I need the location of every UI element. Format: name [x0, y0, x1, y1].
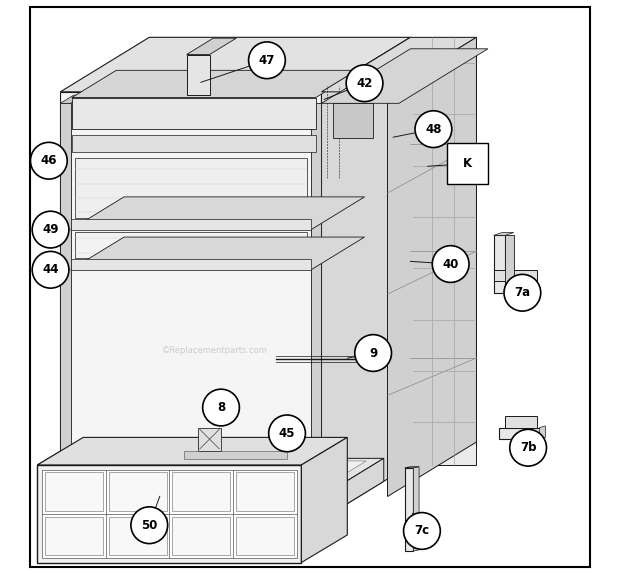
- Polygon shape: [505, 416, 537, 428]
- Polygon shape: [69, 461, 366, 494]
- Circle shape: [32, 211, 69, 248]
- Text: 46: 46: [40, 154, 57, 167]
- Polygon shape: [494, 270, 537, 281]
- Circle shape: [415, 111, 452, 148]
- Circle shape: [30, 142, 67, 179]
- FancyBboxPatch shape: [448, 143, 489, 184]
- Polygon shape: [494, 235, 505, 293]
- Circle shape: [355, 335, 391, 371]
- Polygon shape: [405, 468, 414, 551]
- Polygon shape: [500, 428, 539, 439]
- Polygon shape: [72, 71, 360, 98]
- Polygon shape: [505, 235, 514, 293]
- Polygon shape: [72, 98, 316, 129]
- Polygon shape: [172, 472, 230, 511]
- Text: 44: 44: [42, 263, 59, 276]
- Polygon shape: [71, 219, 311, 230]
- Text: 40: 40: [443, 258, 459, 270]
- Polygon shape: [71, 197, 365, 230]
- Polygon shape: [301, 437, 347, 563]
- Polygon shape: [405, 467, 419, 468]
- Polygon shape: [72, 135, 316, 152]
- Polygon shape: [236, 472, 294, 511]
- Polygon shape: [539, 426, 546, 439]
- Polygon shape: [37, 465, 301, 563]
- Polygon shape: [236, 517, 294, 555]
- Circle shape: [510, 429, 546, 466]
- Text: 45: 45: [279, 427, 295, 440]
- Text: 50: 50: [141, 519, 157, 532]
- Text: 49: 49: [42, 223, 59, 236]
- Polygon shape: [322, 49, 488, 103]
- Polygon shape: [37, 451, 342, 465]
- Polygon shape: [322, 37, 410, 519]
- Polygon shape: [184, 451, 287, 459]
- Polygon shape: [198, 428, 221, 451]
- Circle shape: [346, 65, 383, 102]
- Text: 7a: 7a: [515, 286, 531, 299]
- Circle shape: [404, 513, 440, 549]
- Circle shape: [504, 274, 541, 311]
- Polygon shape: [187, 38, 236, 55]
- Circle shape: [203, 389, 239, 426]
- Polygon shape: [60, 95, 84, 103]
- Polygon shape: [37, 437, 347, 465]
- Polygon shape: [494, 232, 514, 235]
- Polygon shape: [74, 232, 307, 258]
- Text: K: K: [463, 157, 472, 170]
- Polygon shape: [74, 158, 307, 218]
- Polygon shape: [108, 472, 167, 511]
- Text: 9: 9: [369, 347, 377, 359]
- Text: 8: 8: [217, 401, 225, 414]
- Polygon shape: [60, 92, 322, 519]
- Circle shape: [432, 246, 469, 282]
- Polygon shape: [333, 103, 373, 138]
- Polygon shape: [410, 37, 476, 465]
- Text: 42: 42: [356, 77, 373, 90]
- Text: 7c: 7c: [414, 525, 430, 537]
- Text: ©Replacementparts.com: ©Replacementparts.com: [162, 346, 268, 355]
- Polygon shape: [60, 497, 322, 519]
- Text: 7b: 7b: [520, 441, 536, 454]
- Polygon shape: [45, 472, 103, 511]
- Polygon shape: [60, 458, 384, 497]
- Polygon shape: [414, 467, 419, 551]
- Polygon shape: [42, 470, 297, 558]
- Circle shape: [268, 415, 306, 452]
- Polygon shape: [45, 517, 103, 555]
- Polygon shape: [71, 237, 365, 270]
- Polygon shape: [322, 37, 476, 92]
- Polygon shape: [187, 55, 210, 95]
- Text: 48: 48: [425, 123, 441, 135]
- Polygon shape: [71, 259, 311, 270]
- Circle shape: [32, 251, 69, 288]
- Circle shape: [131, 507, 167, 544]
- Polygon shape: [322, 458, 384, 519]
- Polygon shape: [311, 103, 322, 491]
- Polygon shape: [60, 103, 71, 491]
- Polygon shape: [60, 37, 410, 92]
- Polygon shape: [108, 517, 167, 555]
- Text: 47: 47: [259, 54, 275, 67]
- Circle shape: [249, 42, 285, 79]
- Polygon shape: [388, 37, 476, 497]
- Polygon shape: [172, 517, 230, 555]
